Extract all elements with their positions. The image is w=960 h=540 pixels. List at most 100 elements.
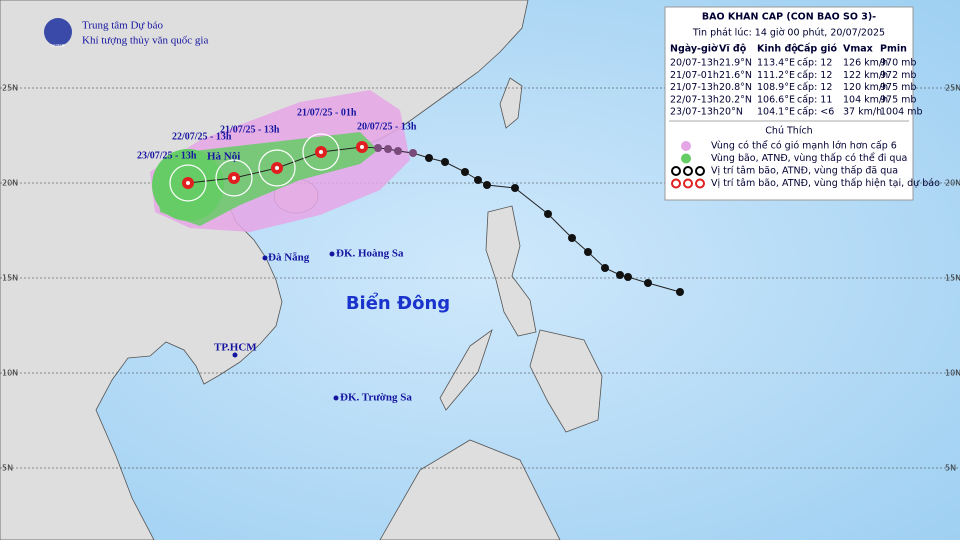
table-cell: 972 mb bbox=[880, 70, 916, 81]
past-position bbox=[374, 144, 382, 152]
forecast-eye bbox=[319, 150, 323, 154]
institute: Khí tượng thủy văn quốc gia bbox=[82, 35, 208, 47]
table-cell: 111.2°E bbox=[757, 70, 795, 81]
forecast-eye bbox=[186, 181, 190, 185]
forecast-label: 21/07/25 - 01h bbox=[297, 107, 357, 118]
table-cell: 21/07-13h bbox=[670, 82, 719, 93]
table-cell: 21.9°N bbox=[719, 58, 752, 69]
table-cell: 122 km/h bbox=[843, 70, 888, 81]
forecast-circle bbox=[302, 133, 340, 171]
place: ĐK. Trường Sa bbox=[340, 392, 412, 404]
table-cell: 20.8°N bbox=[719, 82, 752, 93]
past-position bbox=[544, 210, 552, 218]
table-cell: 20°N bbox=[719, 107, 743, 118]
logo bbox=[44, 18, 72, 46]
forecast-eye bbox=[275, 166, 279, 170]
lat-labels: 25N 25N 20N 20N 15N 15N 10N 10N 5N 5N bbox=[2, 84, 960, 473]
forecast-circle bbox=[169, 164, 207, 202]
legend-symbol bbox=[671, 166, 681, 176]
lat-label: 10N bbox=[2, 369, 18, 378]
past-position bbox=[511, 184, 519, 192]
lat-label: 25N bbox=[945, 84, 960, 93]
lat-label: 10N bbox=[945, 369, 960, 378]
column-header: Vĩ độ bbox=[719, 44, 747, 55]
place-dots bbox=[232, 251, 339, 401]
place: Hà Nội bbox=[207, 151, 240, 163]
table-cell: cấp: 12 bbox=[797, 58, 832, 69]
table-cell: 20/07-13h bbox=[670, 58, 719, 69]
legend-symbol bbox=[683, 178, 693, 189]
forecast-circle bbox=[215, 159, 253, 197]
column-header: Ngày-giờ bbox=[670, 44, 718, 55]
past-position bbox=[676, 288, 684, 296]
legend-symbol bbox=[671, 178, 681, 189]
table-cell: cấp: 11 bbox=[797, 94, 832, 105]
header: NCHMF Trung tâm Dự báo Khí tượng thủy vă… bbox=[44, 18, 208, 48]
table-cell: 37 km/h bbox=[843, 107, 882, 118]
forecast-label: 22/07/25 - 13h bbox=[172, 131, 232, 142]
forecast-label: 20/07/25 - 13h bbox=[357, 121, 417, 132]
forecast-label: 21/07/25 - 13h bbox=[220, 124, 280, 135]
legend-item: Vùng bão, ATNĐ, vùng thấp có thể đi qua bbox=[711, 153, 907, 164]
agency: Trung tâm Dự báo bbox=[82, 20, 164, 32]
legend-item: Vị trí tâm bão, ATNĐ, vùng thấp đã qua bbox=[711, 166, 898, 177]
past-position bbox=[474, 176, 482, 184]
table-cell: 23/07-13h bbox=[670, 107, 719, 118]
track bbox=[169, 133, 684, 296]
lat-label: 15N bbox=[945, 274, 960, 283]
place: Đà Nẵng bbox=[268, 252, 310, 264]
info-box: BAO KHAN CAP (CON BAO SO 3)- Tin phát lú… bbox=[664, 6, 940, 201]
place: ĐK. Hoàng Sa bbox=[336, 248, 404, 260]
past-position bbox=[384, 145, 392, 153]
legend-item: Vị trí tâm bão, ATNĐ, vùng thấp hiện tại… bbox=[711, 178, 940, 189]
issued: Tin phát lúc: 14 giờ 00 phút, 20/07/2025 bbox=[692, 28, 885, 39]
legend-symbol bbox=[683, 166, 693, 176]
lat-label: 15N bbox=[2, 274, 18, 283]
table-cell: 126 km/h bbox=[843, 58, 888, 69]
table-cell: 120 km/h bbox=[843, 82, 888, 93]
table-cell: cấp: <6 bbox=[797, 107, 834, 118]
column-header: Pmin bbox=[880, 44, 907, 55]
lat-label: 20N bbox=[2, 179, 18, 188]
past-position bbox=[483, 181, 491, 189]
past-position bbox=[461, 168, 469, 176]
place-labels: Hà Nội Đà Nẵng ĐK. Hoàng Sa TP.HCM ĐK. T… bbox=[207, 151, 412, 404]
forecast-label: 23/07/25 - 13h bbox=[137, 150, 197, 161]
forecast-circle bbox=[258, 149, 296, 187]
table-cell: 104 km/h bbox=[843, 94, 888, 105]
past-position bbox=[425, 154, 433, 162]
column-header: Cấp gió bbox=[797, 44, 838, 55]
past-position bbox=[644, 279, 652, 287]
table-cell: 20.2°N bbox=[719, 94, 752, 105]
lat-label: 20N bbox=[945, 179, 960, 188]
legend-title: Chú Thích bbox=[765, 126, 812, 137]
legend-item: Vùng có thể có gió mạnh lớn hơn cấp 6 bbox=[711, 141, 897, 152]
table-cell: cấp: 12 bbox=[797, 82, 832, 93]
past-position bbox=[394, 147, 402, 155]
table-cell: cấp: 12 bbox=[797, 70, 832, 81]
table-cell: 113.4°E bbox=[757, 58, 795, 69]
lat-label: 25N bbox=[2, 84, 18, 93]
table-cell: 21.6°N bbox=[719, 70, 752, 81]
past-position bbox=[409, 149, 417, 157]
table-cell: 106.6°E bbox=[757, 94, 795, 105]
legend-symbol bbox=[695, 178, 705, 189]
past-position bbox=[624, 273, 632, 281]
past-position bbox=[584, 248, 592, 256]
past-position bbox=[601, 264, 609, 272]
past-position bbox=[568, 234, 576, 242]
table-cell: 970 mb bbox=[880, 58, 916, 69]
column-header: Vmax bbox=[843, 44, 873, 55]
info-panel bbox=[664, 6, 914, 201]
past-position bbox=[616, 271, 624, 279]
lat-label: 5N bbox=[945, 464, 956, 473]
forecast-eye bbox=[360, 145, 364, 149]
table-cell: 108.9°E bbox=[757, 82, 795, 93]
forecast-labels: 23/07/25 - 13h 22/07/25 - 13h 21/07/25 -… bbox=[137, 107, 417, 161]
table-cell: 975 mb bbox=[880, 82, 916, 93]
column-header: Kinh độ bbox=[757, 44, 798, 55]
sea-label: Biển Đông bbox=[346, 292, 450, 314]
forecast-eye bbox=[232, 176, 236, 180]
table-cell: 22/07-13h bbox=[670, 94, 719, 105]
